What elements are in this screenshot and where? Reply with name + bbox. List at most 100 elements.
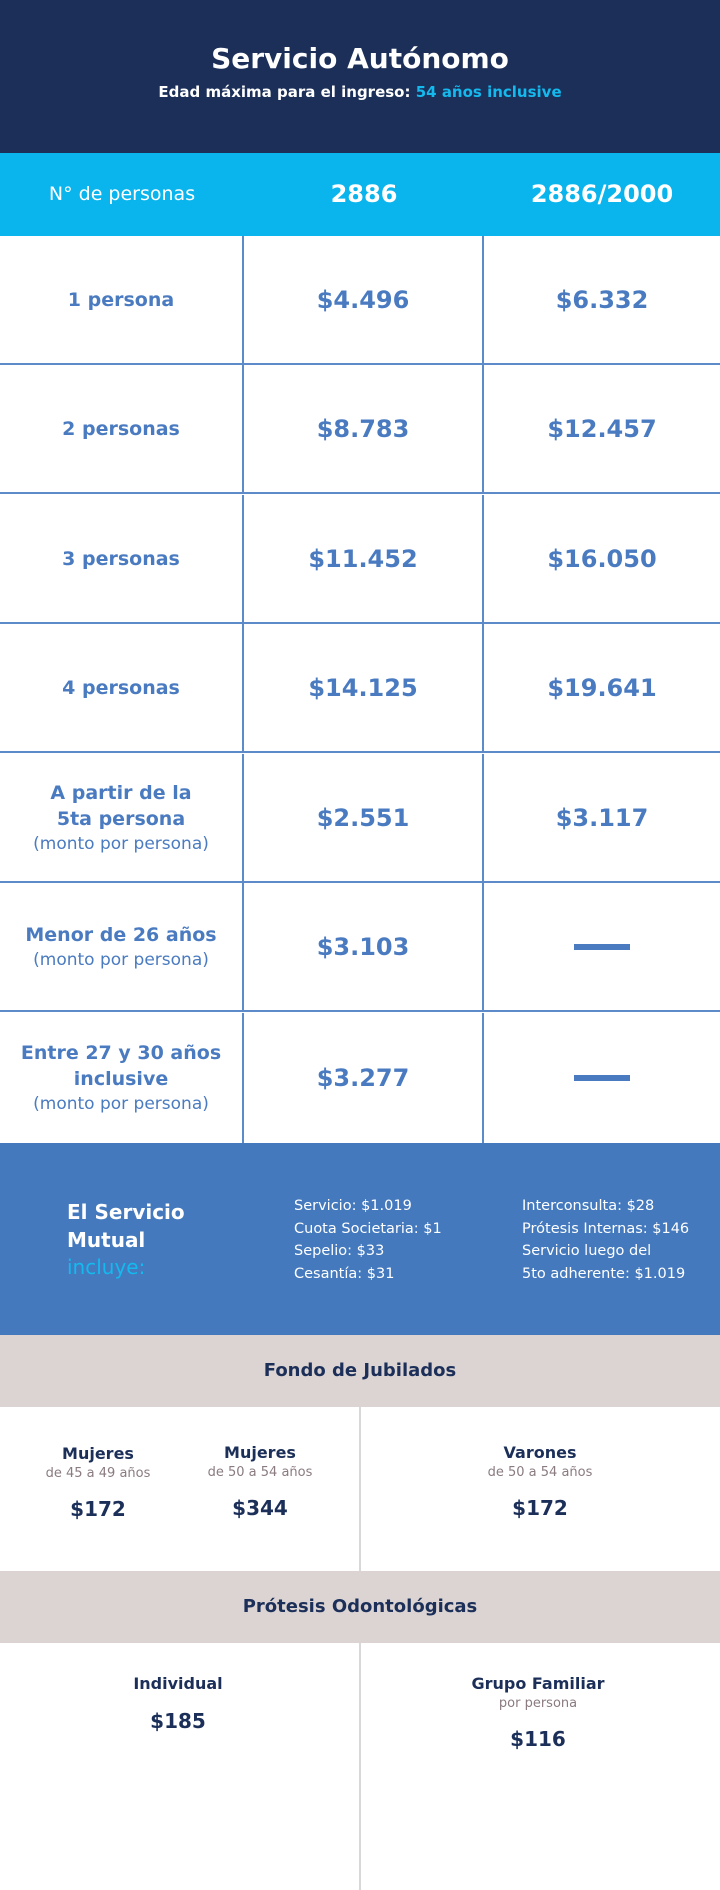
column-divider: [359, 1643, 361, 1890]
not-available-dash: [574, 1075, 630, 1081]
price-2886: $4.496: [316, 285, 410, 314]
price-cell: [484, 883, 720, 1010]
price-cell: $3.103: [244, 883, 484, 1010]
row-label: 2 personas: [62, 417, 180, 440]
row-label-cell: 2 personas: [0, 365, 244, 492]
page-subtitle: Edad máxima para el ingreso: 54 años inc…: [0, 83, 720, 101]
group-label: Mujeres: [62, 1444, 134, 1463]
group-sub: de 50 a 54 años: [207, 1465, 313, 1480]
fondo-section-title: Fondo de Jubilados: [0, 1335, 720, 1407]
row-label-cell: Menor de 26 años (monto por persona): [0, 883, 244, 1010]
price-cell: $12.457: [484, 365, 720, 492]
fondo-section: Mujeres de 45 a 49 años $172 Mujeres de …: [0, 1407, 720, 1572]
table-row: 2 personas $8.783 $12.457: [0, 365, 720, 494]
price-cell: $19.641: [484, 624, 720, 751]
row-note: (monto por persona): [33, 833, 209, 854]
table-row: 1 persona $4.496 $6.332: [0, 236, 720, 365]
protesis-group-individual: Individual $185: [98, 1673, 258, 1733]
price-2886-2000: $6.332: [555, 285, 649, 314]
table-row: A partir de la 5ta persona (monto por pe…: [0, 754, 720, 883]
price-cell: $11.452: [244, 495, 484, 622]
group-sub: por persona: [498, 1696, 578, 1711]
page-header: Servicio Autónomo Edad máxima para el in…: [0, 0, 720, 153]
mutual-list-left: Servicio: $1.019 Cuota Societaria: $1 Se…: [294, 1195, 442, 1285]
fondo-group-women-50-54: Mujeres de 50 a 54 años $344: [200, 1442, 320, 1520]
price-cell: $6.332: [484, 236, 720, 363]
list-item: Servicio: $1.019: [294, 1198, 412, 1214]
list-item: 5to adherente: $1.019: [522, 1265, 686, 1282]
price-2886: $8.783: [316, 414, 410, 443]
price-2886: $3.277: [316, 1064, 410, 1092]
list-item: Cuota Societaria: $1: [294, 1220, 442, 1237]
row-label-line2: 5ta persona: [56, 807, 186, 830]
list-item: Interconsulta: $28: [522, 1198, 655, 1214]
table-header: N° de personas 2886 2886/2000: [0, 153, 720, 236]
price-table: 1 persona $4.496 $6.332 2 personas $8.78…: [0, 236, 720, 1143]
row-label-cell: 1 persona: [0, 236, 244, 363]
fondo-group-men-50-54: Varones de 50 a 54 años $172: [478, 1442, 602, 1520]
subtitle-highlight: 54 años inclusive: [415, 83, 562, 101]
list-item: Sepelio: $33: [294, 1243, 385, 1259]
row-label-line2: inclusive: [73, 1068, 169, 1090]
price-2886-2000: $3.117: [555, 803, 649, 832]
column-header-2886: 2886: [330, 180, 398, 208]
mutual-title: El Servicio Mutual: [67, 1198, 185, 1254]
mutual-list-right: Interconsulta: $28 Prótesis Internas: $1…: [522, 1195, 689, 1285]
group-price: $172: [70, 1497, 126, 1521]
group-label: Grupo Familiar: [471, 1674, 605, 1693]
not-available-dash: [574, 943, 630, 950]
group-price: $172: [512, 1496, 568, 1520]
row-label-cell: 4 personas: [0, 624, 244, 751]
group-price: $185: [150, 1709, 206, 1733]
row-label-cell: Entre 27 y 30 años inclusive (monto por …: [0, 1013, 244, 1143]
row-label-line1: A partir de la: [50, 781, 192, 804]
row-label-cell: 3 personas: [0, 495, 244, 622]
mutual-service-block: El Servicio Mutual incluye: Servicio: $1…: [0, 1143, 720, 1335]
price-cell: [484, 1013, 720, 1143]
protesis-section-title: Prótesis Odontológicas: [0, 1571, 720, 1643]
column-header-2886-2000: 2886/2000: [530, 180, 674, 208]
price-2886-2000: $12.457: [547, 414, 657, 443]
group-price: $116: [510, 1727, 566, 1751]
mutual-title-line2: Mutual: [67, 1228, 146, 1252]
table-row: 4 personas $14.125 $19.641: [0, 624, 720, 753]
price-cell: $3.277: [244, 1013, 484, 1143]
row-note: (monto por persona): [33, 1094, 209, 1114]
group-label: Mujeres: [224, 1443, 296, 1462]
group-sub: de 50 a 54 años: [487, 1465, 593, 1480]
list-item: Servicio luego del: [522, 1243, 652, 1259]
price-cell: $3.117: [484, 754, 720, 881]
protesis-section: Individual $185 Grupo Familiar por perso…: [0, 1643, 720, 1890]
price-2886: $14.125: [308, 673, 418, 702]
table-row: Menor de 26 años (monto por persona) $3.…: [0, 883, 720, 1012]
mutual-title-line1: El Servicio: [67, 1200, 185, 1224]
protesis-group-family: Grupo Familiar por persona $116: [458, 1673, 618, 1751]
price-cell: $14.125: [244, 624, 484, 751]
row-label-cell: A partir de la 5ta persona (monto por pe…: [0, 754, 244, 881]
column-divider: [359, 1407, 361, 1572]
price-cell: $8.783: [244, 365, 484, 492]
page-title: Servicio Autónomo: [211, 42, 509, 75]
price-cell: $4.496: [244, 236, 484, 363]
subtitle-prefix: Edad máxima para el ingreso:: [158, 83, 411, 101]
price-2886: $11.452: [308, 544, 418, 573]
row-label-line1: Entre 27 y 30 años: [20, 1042, 222, 1064]
column-header-persons: N° de personas: [48, 183, 196, 205]
table-row: 3 personas $11.452 $16.050: [0, 495, 720, 624]
row-label: Menor de 26 años: [25, 923, 217, 946]
price-cell: $16.050: [484, 495, 720, 622]
row-label: 1 persona: [67, 288, 175, 311]
list-item: Prótesis Internas: $146: [522, 1220, 690, 1237]
row-label: 4 personas: [62, 676, 180, 699]
group-price: $344: [232, 1496, 288, 1520]
group-sub: de 45 a 49 años: [45, 1466, 151, 1481]
group-label: Individual: [133, 1674, 223, 1693]
row-note: (monto por persona): [33, 949, 209, 970]
price-cell: $2.551: [244, 754, 484, 881]
list-item: Cesantía: $31: [294, 1265, 395, 1282]
mutual-includes: incluye:: [67, 1255, 146, 1279]
row-label: 3 personas: [62, 547, 180, 570]
group-label: Varones: [503, 1443, 577, 1462]
price-2886-2000: $16.050: [547, 544, 657, 573]
fondo-group-women-45-49: Mujeres de 45 a 49 años $172: [38, 1443, 158, 1521]
